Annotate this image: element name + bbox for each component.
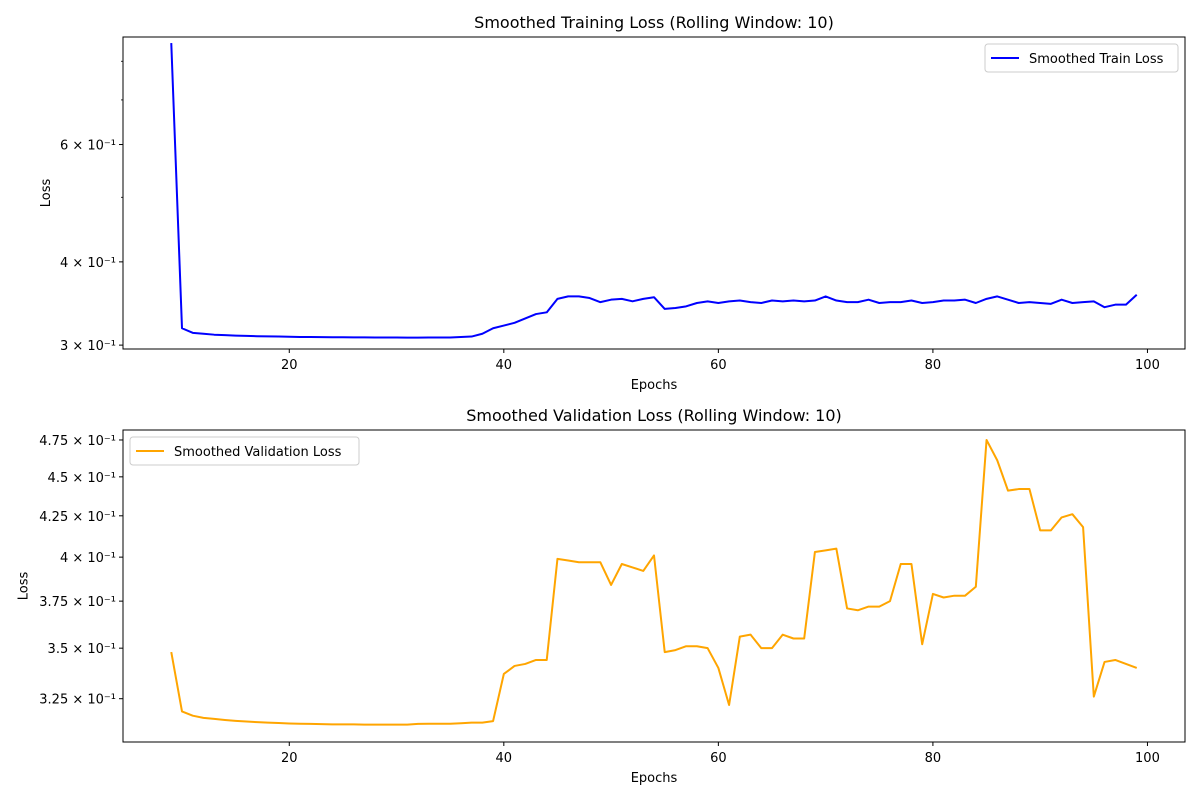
x-tick-label: 20 [281,358,298,373]
y-tick-label: 4 × 10⁻¹ [60,551,116,566]
y-tick-label: 3.75 × 10⁻¹ [39,595,116,610]
y-tick-label: 3 × 10⁻¹ [60,339,116,354]
y-tick-label: 4.5 × 10⁻¹ [48,471,116,486]
legend: Smoothed Train Loss [984,43,1179,73]
x-tick-label: 60 [710,751,727,766]
x-tick-label: 60 [710,358,727,373]
y-axis-label: Loss [16,572,31,601]
legend: Smoothed Validation Loss [129,436,360,466]
chart-title: Smoothed Training Loss (Rolling Window: … [474,13,834,32]
x-tick-label: 20 [281,751,298,766]
legend-box [129,436,360,466]
y-tick-label: 4 × 10⁻¹ [60,256,116,271]
series-line [170,438,1138,726]
y-tick-label: 4.25 × 10⁻¹ [39,510,116,525]
y-tick-label: 4.75 × 10⁻¹ [39,434,116,449]
x-tick-label: 100 [1135,751,1160,766]
legend-label: Smoothed Validation Loss [174,445,342,460]
legend-label: Smoothed Train Loss [1029,52,1164,67]
y-axis-label: Loss [39,179,54,208]
y-tick-label: 3.25 × 10⁻¹ [39,693,116,708]
legend-box [984,43,1179,73]
x-tick-label: 40 [496,358,513,373]
series-line [170,43,1138,339]
y-tick-label: 3.5 × 10⁻¹ [48,642,116,657]
x-tick-label: 100 [1135,358,1160,373]
x-axis-label: Epochs [631,378,678,393]
x-tick-label: 80 [925,358,942,373]
subplot-2: Smoothed Validation Loss (Rolling Window… [16,406,1186,786]
x-tick-label: 80 [925,751,942,766]
x-axis-label: Epochs [631,771,678,786]
plot-frame [122,429,1186,743]
chart-title: Smoothed Validation Loss (Rolling Window… [466,406,842,425]
plot-frame [122,36,1186,350]
x-tick-label: 40 [496,751,513,766]
y-tick-label: 6 × 10⁻¹ [60,139,116,154]
subplot-1: Smoothed Training Loss (Rolling Window: … [39,13,1186,393]
